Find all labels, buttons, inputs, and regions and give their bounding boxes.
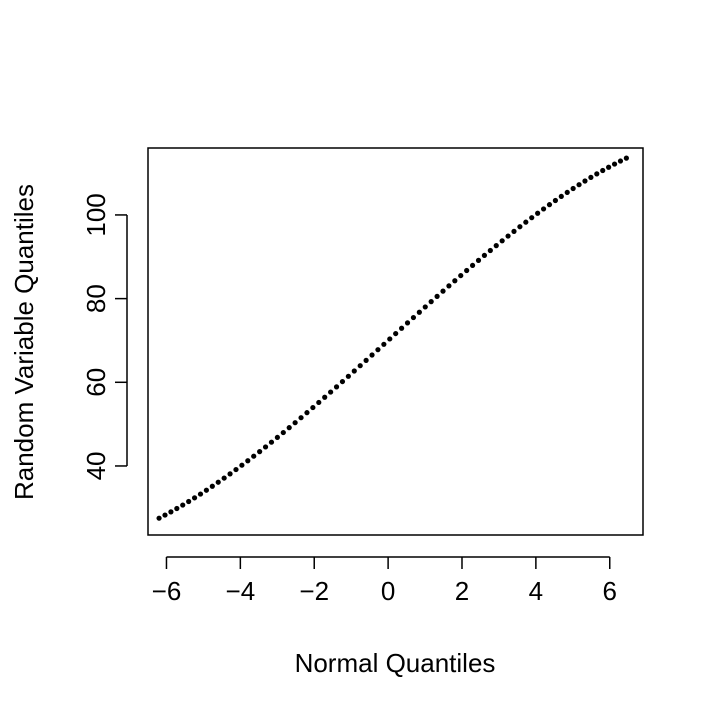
data-point	[369, 352, 375, 358]
data-point	[387, 336, 393, 342]
data-point	[540, 206, 547, 212]
x-tick-label: 6	[603, 576, 617, 606]
x-tick-label: 2	[455, 576, 469, 606]
data-point	[215, 479, 221, 485]
data-point	[239, 462, 245, 468]
data-point	[511, 228, 517, 234]
data-point	[203, 487, 209, 493]
data-point	[186, 498, 192, 505]
data-point	[191, 495, 198, 501]
data-point	[505, 233, 511, 239]
data-point	[469, 262, 476, 269]
x-axis: −6 −4 −2 0 2 4 6	[152, 556, 617, 606]
data-point	[481, 252, 488, 259]
y-tick-label: 80	[81, 284, 111, 313]
data-point	[617, 158, 624, 164]
data-point	[434, 293, 440, 299]
data-point	[304, 410, 310, 416]
data-point	[268, 439, 275, 445]
data-point	[440, 288, 446, 294]
data-point	[475, 257, 482, 263]
data-point	[535, 210, 541, 216]
data-point	[333, 384, 340, 390]
data-point	[399, 325, 405, 331]
data-point	[351, 368, 357, 374]
data-point	[594, 171, 600, 177]
data-point	[156, 515, 162, 521]
y-axis: 40 60 80 100	[81, 193, 128, 481]
data-point	[493, 243, 499, 249]
plot-frame	[147, 147, 644, 536]
data-point	[464, 267, 470, 274]
x-tick-label: 0	[381, 576, 395, 606]
data-point	[245, 458, 251, 464]
data-point	[576, 182, 582, 188]
data-point	[363, 357, 369, 363]
data-point	[209, 483, 215, 489]
data-point	[316, 399, 322, 406]
x-tick-label: −4	[226, 576, 256, 606]
data-point	[422, 304, 428, 310]
data-point	[570, 185, 576, 192]
data-point	[499, 238, 505, 244]
data-point	[298, 415, 304, 421]
data-point	[345, 373, 351, 379]
y-tick-label: 100	[81, 193, 111, 236]
data-point	[564, 189, 570, 196]
data-point	[286, 425, 292, 431]
data-point	[328, 389, 334, 395]
data-points	[156, 155, 629, 521]
data-point	[322, 394, 328, 400]
data-point	[251, 453, 257, 459]
data-point	[606, 164, 612, 170]
data-point	[174, 505, 180, 512]
data-point	[611, 161, 618, 167]
data-point	[233, 466, 239, 473]
data-point	[523, 219, 529, 225]
data-point	[404, 320, 411, 326]
data-point	[292, 420, 298, 426]
data-point	[221, 475, 227, 481]
y-axis-label: Random Variable Quantiles	[9, 184, 39, 500]
data-point	[381, 341, 387, 347]
data-point	[168, 509, 174, 515]
data-point	[552, 197, 559, 204]
data-point	[517, 224, 523, 230]
y-tick-label: 40	[81, 452, 111, 481]
data-point	[458, 272, 464, 279]
data-point	[310, 404, 316, 411]
data-point	[428, 299, 434, 305]
data-point	[452, 278, 458, 284]
data-point	[393, 330, 399, 337]
data-point	[257, 449, 263, 455]
data-point	[227, 471, 233, 477]
data-point	[280, 429, 286, 436]
data-point	[623, 155, 629, 161]
data-point	[357, 363, 363, 369]
data-point	[487, 247, 493, 254]
data-point	[197, 491, 204, 497]
data-point	[558, 193, 564, 200]
data-point	[416, 309, 422, 315]
x-axis-label: Normal Quantiles	[295, 648, 496, 678]
data-point	[162, 512, 168, 518]
data-point	[375, 347, 381, 353]
data-point	[339, 378, 346, 385]
data-point	[600, 167, 606, 174]
x-tick-label: −2	[299, 576, 329, 606]
data-point	[410, 314, 417, 321]
data-point	[529, 215, 535, 221]
x-tick-label: −6	[152, 576, 182, 606]
data-point	[582, 178, 588, 184]
data-point	[274, 434, 280, 441]
data-point	[588, 174, 594, 180]
data-point	[262, 444, 269, 450]
data-point	[180, 502, 186, 508]
x-tick-label: 4	[529, 576, 543, 606]
data-point	[546, 202, 553, 208]
data-point	[446, 283, 452, 289]
y-tick-label: 60	[81, 368, 111, 397]
